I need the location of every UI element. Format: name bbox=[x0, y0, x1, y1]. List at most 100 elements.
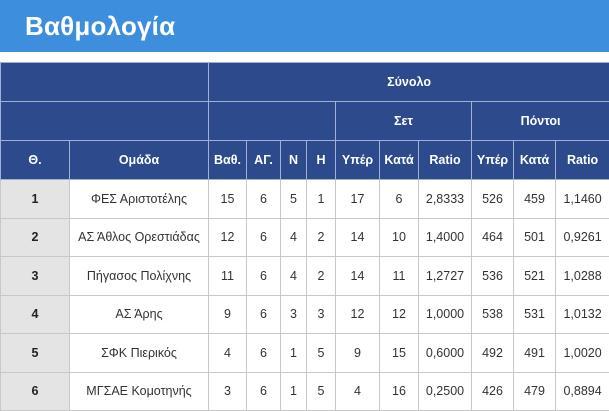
cell-lost: 2 bbox=[306, 217, 336, 257]
col-header-points-for[interactable]: Υπέρ bbox=[471, 140, 514, 180]
cell-lost: 5 bbox=[306, 371, 336, 411]
cell-played: 6 bbox=[246, 217, 281, 257]
cell-sets-for: 9 bbox=[335, 333, 380, 373]
cell-won: 1 bbox=[280, 333, 307, 373]
cell-sets-for: 4 bbox=[335, 371, 380, 411]
header-blank bbox=[0, 101, 209, 141]
cell-team[interactable]: ΣΦΚ Πιερικός bbox=[69, 333, 209, 373]
cell-points-against: 479 bbox=[513, 371, 556, 411]
cell-pts: 11 bbox=[208, 256, 247, 296]
cell-points-for: 536 bbox=[471, 256, 514, 296]
cell-points-ratio: 1,0132 bbox=[554, 294, 609, 334]
cell-points-ratio: 1,0288 bbox=[554, 256, 609, 296]
standings-table: Σύνολο Σετ Πόντοι Θ. Ομάδα Βαθ. ΑΓ. Ν Η … bbox=[0, 62, 609, 411]
col-header-team[interactable]: Ομάδα bbox=[69, 140, 209, 180]
cell-pos: 5 bbox=[0, 333, 70, 373]
col-header-played[interactable]: ΑΓ. bbox=[246, 140, 281, 180]
cell-sets-ratio: 2,8333 bbox=[418, 179, 472, 219]
cell-pts: 9 bbox=[208, 294, 247, 334]
header-row-group: Σύνολο bbox=[0, 62, 609, 102]
cell-pos: 3 bbox=[0, 256, 70, 296]
table-row: 5 ΣΦΚ Πιερικός 4 6 1 5 9 15 0,6000 492 4… bbox=[0, 333, 609, 373]
cell-won: 5 bbox=[280, 179, 307, 219]
col-header-pos[interactable]: Θ. bbox=[0, 140, 70, 180]
cell-pos: 2 bbox=[0, 217, 70, 257]
cell-pos: 6 bbox=[0, 371, 70, 411]
cell-sets-against: 6 bbox=[379, 179, 419, 219]
cell-points-for: 526 bbox=[471, 179, 514, 219]
cell-played: 6 bbox=[246, 256, 281, 296]
cell-played: 6 bbox=[246, 333, 281, 373]
cell-sets-against: 11 bbox=[379, 256, 419, 296]
page-title: Βαθμολογία bbox=[25, 10, 176, 41]
cell-points-against: 459 bbox=[513, 179, 556, 219]
cell-sets-against: 12 bbox=[379, 294, 419, 334]
col-header-sets-against[interactable]: Κατά bbox=[379, 140, 419, 180]
header-blank bbox=[0, 62, 209, 102]
cell-points-ratio: 1,1460 bbox=[554, 179, 609, 219]
cell-points-for: 426 bbox=[471, 371, 514, 411]
header-points: Πόντοι bbox=[470, 101, 609, 141]
cell-team[interactable]: ΑΣ Άθλος Ορεστιάδας bbox=[69, 217, 209, 257]
cell-sets-for: 14 bbox=[335, 217, 380, 257]
table-row: 6 ΜΓΣΑΕ Κομοτηνής 3 6 1 5 4 16 0,2500 42… bbox=[0, 371, 609, 411]
cell-won: 4 bbox=[280, 217, 307, 257]
cell-played: 6 bbox=[246, 371, 281, 411]
header-total: Σύνολο bbox=[207, 62, 609, 102]
col-header-lost[interactable]: Η bbox=[306, 140, 336, 180]
cell-won: 1 bbox=[280, 371, 307, 411]
cell-points-against: 521 bbox=[513, 256, 556, 296]
cell-sets-ratio: 1,2727 bbox=[418, 256, 472, 296]
cell-team[interactable]: ΜΓΣΑΕ Κομοτηνής bbox=[69, 371, 209, 411]
cell-pts: 12 bbox=[208, 217, 247, 257]
cell-pts: 15 bbox=[208, 179, 247, 219]
col-header-points-against[interactable]: Κατά bbox=[513, 140, 556, 180]
header-blank bbox=[208, 101, 336, 141]
col-header-won[interactable]: Ν bbox=[280, 140, 307, 180]
cell-sets-ratio: 0,6000 bbox=[418, 333, 472, 373]
cell-sets-against: 15 bbox=[379, 333, 419, 373]
header-row-subgroup: Σετ Πόντοι bbox=[0, 101, 609, 141]
title-bar: Βαθμολογία bbox=[0, 0, 609, 52]
col-header-sets-ratio[interactable]: Ratio bbox=[418, 140, 472, 180]
cell-points-ratio: 0,9261 bbox=[554, 217, 609, 257]
cell-points-against: 501 bbox=[513, 217, 556, 257]
cell-sets-against: 16 bbox=[379, 371, 419, 411]
cell-lost: 2 bbox=[306, 256, 336, 296]
cell-sets-for: 14 bbox=[335, 256, 380, 296]
table-row: 3 Πήγασος Πολίχνης 11 6 4 2 14 11 1,2727… bbox=[0, 256, 609, 296]
cell-lost: 1 bbox=[306, 179, 336, 219]
cell-sets-ratio: 1,4000 bbox=[418, 217, 472, 257]
cell-points-for: 464 bbox=[471, 217, 514, 257]
cell-team[interactable]: ΑΣ Άρης bbox=[69, 294, 209, 334]
table-row: 2 ΑΣ Άθλος Ορεστιάδας 12 6 4 2 14 10 1,4… bbox=[0, 217, 609, 257]
cell-played: 6 bbox=[246, 294, 281, 334]
cell-won: 3 bbox=[280, 294, 307, 334]
cell-lost: 5 bbox=[306, 333, 336, 373]
cell-won: 4 bbox=[280, 256, 307, 296]
cell-sets-ratio: 0,2500 bbox=[418, 371, 472, 411]
cell-points-for: 538 bbox=[471, 294, 514, 334]
cell-pos: 4 bbox=[0, 294, 70, 334]
cell-team[interactable]: Πήγασος Πολίχνης bbox=[69, 256, 209, 296]
cell-team[interactable]: ΦΕΣ Αριστοτέλης bbox=[69, 179, 209, 219]
cell-pos: 1 bbox=[0, 179, 70, 219]
header-sets: Σετ bbox=[335, 101, 472, 141]
col-header-sets-for[interactable]: Υπέρ bbox=[335, 140, 380, 180]
cell-pts: 4 bbox=[208, 333, 247, 373]
header-row-columns: Θ. Ομάδα Βαθ. ΑΓ. Ν Η Υπέρ Κατά Ratio Υπ… bbox=[0, 140, 609, 180]
col-header-pts[interactable]: Βαθ. bbox=[208, 140, 247, 180]
cell-sets-against: 10 bbox=[379, 217, 419, 257]
cell-points-for: 492 bbox=[471, 333, 514, 373]
cell-played: 6 bbox=[246, 179, 281, 219]
cell-sets-ratio: 1,0000 bbox=[418, 294, 472, 334]
table-row: 1 ΦΕΣ Αριστοτέλης 15 6 5 1 17 6 2,8333 5… bbox=[0, 179, 609, 219]
cell-pts: 3 bbox=[208, 371, 247, 411]
cell-points-ratio: 0,8894 bbox=[554, 371, 609, 411]
table-row: 4 ΑΣ Άρης 9 6 3 3 12 12 1,0000 538 531 1… bbox=[0, 294, 609, 334]
cell-sets-for: 12 bbox=[335, 294, 380, 334]
cell-points-against: 531 bbox=[513, 294, 556, 334]
cell-points-against: 491 bbox=[513, 333, 556, 373]
cell-lost: 3 bbox=[306, 294, 336, 334]
col-header-points-ratio[interactable]: Ratio bbox=[554, 140, 609, 180]
